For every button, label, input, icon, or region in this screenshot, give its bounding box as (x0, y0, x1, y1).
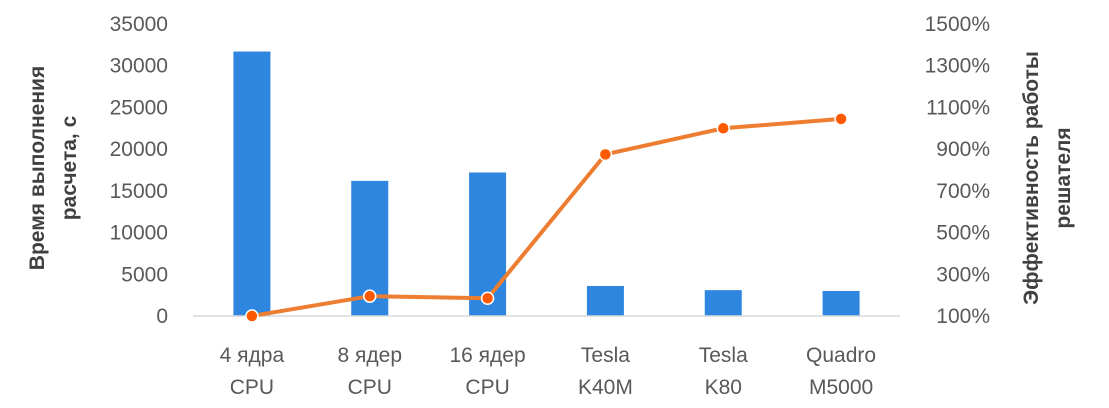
category-label-4: Tesla K80 (699, 344, 748, 399)
right-tick-label: 100% (936, 305, 990, 328)
line-point-5 (834, 112, 848, 126)
line-point-0 (245, 309, 259, 323)
efficiency-line (251, 116, 842, 318)
left-axis-title: Время выполнения расчета, с (26, 66, 81, 270)
line-point-4 (716, 121, 730, 136)
category-label-2: 16 ядер CPU (449, 344, 525, 399)
category-label-0: 4 ядра CPU (220, 344, 285, 399)
category-label-1: 8 ядер CPU (338, 344, 403, 399)
right-tick-label: 500% (936, 222, 990, 245)
right-tick-label: 1500% (925, 13, 990, 36)
left-tick-label: 20000 (110, 138, 168, 161)
bar-4 (704, 290, 742, 316)
right-axis-ticks: 100% 300% 500% 700% 900% 1100% 1300% 1500% (925, 13, 990, 328)
right-tick-label: 1100% (926, 96, 990, 119)
bar-0 (233, 51, 271, 316)
bar-5 (822, 290, 860, 316)
bar-3 (586, 285, 624, 316)
left-tick-label: 35000 (110, 13, 168, 36)
line-point-2 (480, 291, 495, 306)
line-point-1 (363, 289, 377, 303)
right-tick-label: 1300% (925, 55, 990, 78)
right-tick-label: 700% (936, 180, 990, 203)
left-tick-label: 30000 (110, 55, 168, 78)
category-label-3: Tesla K40M (578, 344, 633, 399)
left-tick-label: 15000 (110, 180, 168, 203)
left-tick-label: 10000 (110, 222, 168, 245)
left-tick-label: 0 (156, 305, 168, 328)
category-label-5: Quadro M5000 (806, 344, 876, 399)
category-labels: 4 ядра CPU 8 ядер CPU 16 ядер CPU Tesla K40M Tes… (220, 344, 876, 399)
bar-series (233, 51, 860, 316)
line-point-3 (598, 147, 613, 162)
left-axis-ticks: 0 5000 10000 15000 20000 25000 30000 35000 (110, 13, 168, 328)
left-tick-label: 25000 (110, 96, 168, 119)
right-tick-label: 300% (936, 263, 990, 286)
left-tick-label: 5000 (121, 263, 168, 286)
right-axis-title: Эффективность работы решателя (1020, 51, 1075, 305)
line-series (245, 112, 848, 323)
right-tick-label: 900% (936, 138, 990, 161)
